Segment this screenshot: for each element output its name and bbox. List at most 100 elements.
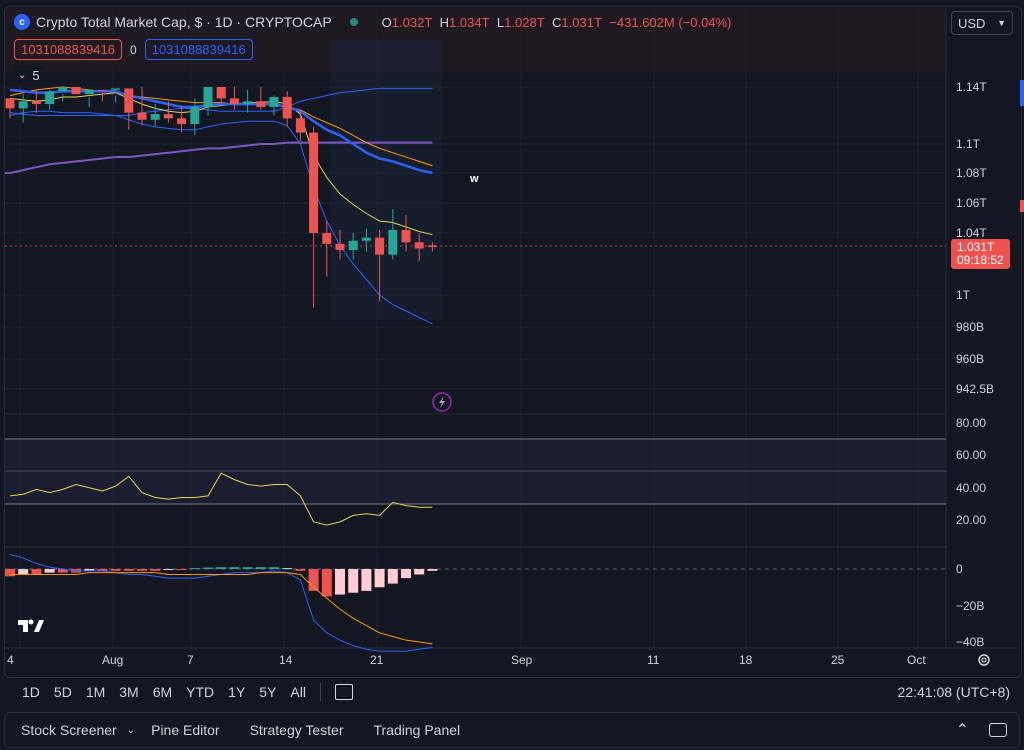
macd-histogram-bar <box>97 569 108 571</box>
candle-body <box>401 230 411 243</box>
tab-trading-panel[interactable]: Trading Panel <box>373 722 461 738</box>
calendar-icon[interactable] <box>334 684 353 700</box>
range-button-all[interactable]: All <box>290 684 306 700</box>
range-button-ytd[interactable]: YTD <box>186 684 215 700</box>
range-button-5y[interactable]: 5Y <box>259 684 277 700</box>
macd-tick-label: 0 <box>956 562 963 576</box>
chart-canvas[interactable]: 1.14T 1.1T 1.08T 1.06T 1.04T 1T 980B 960B 942.5B… <box>0 0 1024 680</box>
macd-histogram-bar <box>84 569 95 571</box>
maximize-panel-icon[interactable] <box>989 723 1007 737</box>
clock-timezone[interactable]: 22:41:08 (UTC+8) <box>897 684 1010 700</box>
macd-histogram-bar <box>163 569 174 570</box>
lightning-icon[interactable] <box>432 392 452 412</box>
price-tick-label: 942.5B <box>956 382 994 396</box>
symbol-title[interactable]: Crypto Total Market Cap, $ · 1D · CRYPTO… <box>36 14 332 30</box>
candle-body <box>269 96 279 107</box>
rsi-tick-label: 60.00 <box>956 448 986 462</box>
range-button-5d[interactable]: 5D <box>53 684 72 700</box>
range-button-1m[interactable]: 1M <box>85 684 106 700</box>
ohlc-values: O1.032T H1.034T L1.028T C1.031T −431.602… <box>381 14 732 30</box>
macd-histogram-bar <box>242 567 253 569</box>
macd-histogram-bar <box>414 569 425 575</box>
macd-histogram-bar <box>57 569 68 573</box>
candle-body <box>5 98 15 109</box>
candle-body <box>309 132 319 233</box>
range-buttons: 1D 5D 1M 3M 6M YTD 1Y 5Y All <box>8 684 306 700</box>
candle-body <box>18 101 28 109</box>
candle-body <box>375 237 385 255</box>
currency-select[interactable]: USD ▼ <box>951 11 1013 35</box>
time-tick-label: 7 <box>187 653 194 667</box>
rsi-axis[interactable]: 80.00 60.00 40.00 20.00 <box>956 416 986 527</box>
macd-histogram-bar <box>361 569 372 591</box>
range-button-1d[interactable]: 1D <box>22 684 40 700</box>
macd-histogram-bar <box>189 568 200 570</box>
time-tick-label: Oct <box>907 653 926 667</box>
macd-histogram-bar <box>308 569 319 591</box>
chevron-up-icon[interactable]: ⌃ <box>955 722 969 739</box>
macd-histogram-bar <box>427 569 438 571</box>
rsi-band <box>5 439 946 504</box>
toolbar-divider <box>319 683 321 701</box>
current-price-label: 1.031T 09:18:52 <box>951 239 1010 269</box>
price-tick-label: 980B <box>956 320 984 334</box>
candle-body <box>71 87 81 95</box>
macd-pane <box>5 553 438 652</box>
candle-body <box>414 242 424 249</box>
chevron-down-icon: ⌄ <box>126 724 136 736</box>
tab-strategy-tester[interactable]: Strategy Tester <box>249 722 344 738</box>
tradingview-logo-icon <box>18 619 44 632</box>
spread-value: 0 <box>130 42 137 57</box>
macd-histogram-bar <box>401 569 411 579</box>
tab-pine-editor[interactable]: Pine Editor <box>151 722 220 738</box>
price-axis[interactable]: 1.14T 1.1T 1.08T 1.06T 1.04T 1T 980B 960B 942.5B <box>956 80 994 396</box>
macd-histogram-bar <box>203 567 213 569</box>
candle-body <box>229 98 239 105</box>
time-tick-label: 18 <box>739 653 753 667</box>
macd-histogram-bar <box>123 569 134 571</box>
bb-fill <box>330 40 442 320</box>
buy-button[interactable]: 1031088839416 <box>144 39 253 60</box>
range-button-3m[interactable]: 3M <box>119 684 139 700</box>
macd-axis[interactable]: 0 −20B −40B <box>956 562 984 649</box>
candle-body <box>45 91 55 105</box>
candle-body <box>216 87 226 99</box>
grid-lines <box>5 8 946 648</box>
chevron-down-icon: ▼ <box>997 18 1006 28</box>
price-tick-label: 1.04T <box>956 226 987 240</box>
macd-histogram-bar <box>18 569 29 575</box>
candle-body <box>163 114 173 119</box>
settings-gear-icon[interactable] <box>978 654 990 666</box>
time-tick-label: 21 <box>370 653 384 667</box>
rsi-tick-label: 20.00 <box>956 513 986 527</box>
ma-purple-line <box>5 141 433 174</box>
rsi-pane <box>9 472 433 526</box>
macd-histogram-bar <box>110 569 121 571</box>
market-status-dot <box>349 18 358 26</box>
candle-body <box>58 87 68 92</box>
indicator-toggle[interactable]: ⌄ 5 <box>14 66 44 85</box>
macd-histogram-bar <box>335 569 345 595</box>
macd-histogram-bar <box>137 569 147 571</box>
range-button-1y[interactable]: 1Y <box>228 684 246 700</box>
candle-body <box>282 96 292 119</box>
range-button-6m[interactable]: 6M <box>152 684 173 700</box>
scroll-marker-blue <box>1020 80 1024 106</box>
candle-body <box>243 101 253 105</box>
price-pane <box>5 86 437 325</box>
bb-lower-line <box>9 112 433 325</box>
candle-body <box>427 245 437 247</box>
macd-histogram-bar <box>176 569 187 570</box>
time-axis[interactable]: 4 Aug 7 14 21 Sep 11 18 25 Oct <box>7 653 926 667</box>
current-price-value: 1.031T <box>957 240 995 254</box>
price-tick-label: 1.06T <box>956 196 987 210</box>
sell-button[interactable]: 1031088839416 <box>14 39 122 60</box>
candle-body <box>124 88 134 113</box>
time-tick-label: Aug <box>102 653 123 667</box>
ma-yellow-line <box>9 92 433 236</box>
scroll-marker-red <box>1020 200 1024 212</box>
chart-area[interactable] <box>4 6 1022 678</box>
tab-stock-screener[interactable]: Stock Screener ⌄ <box>21 722 136 738</box>
candle-body <box>361 237 371 241</box>
